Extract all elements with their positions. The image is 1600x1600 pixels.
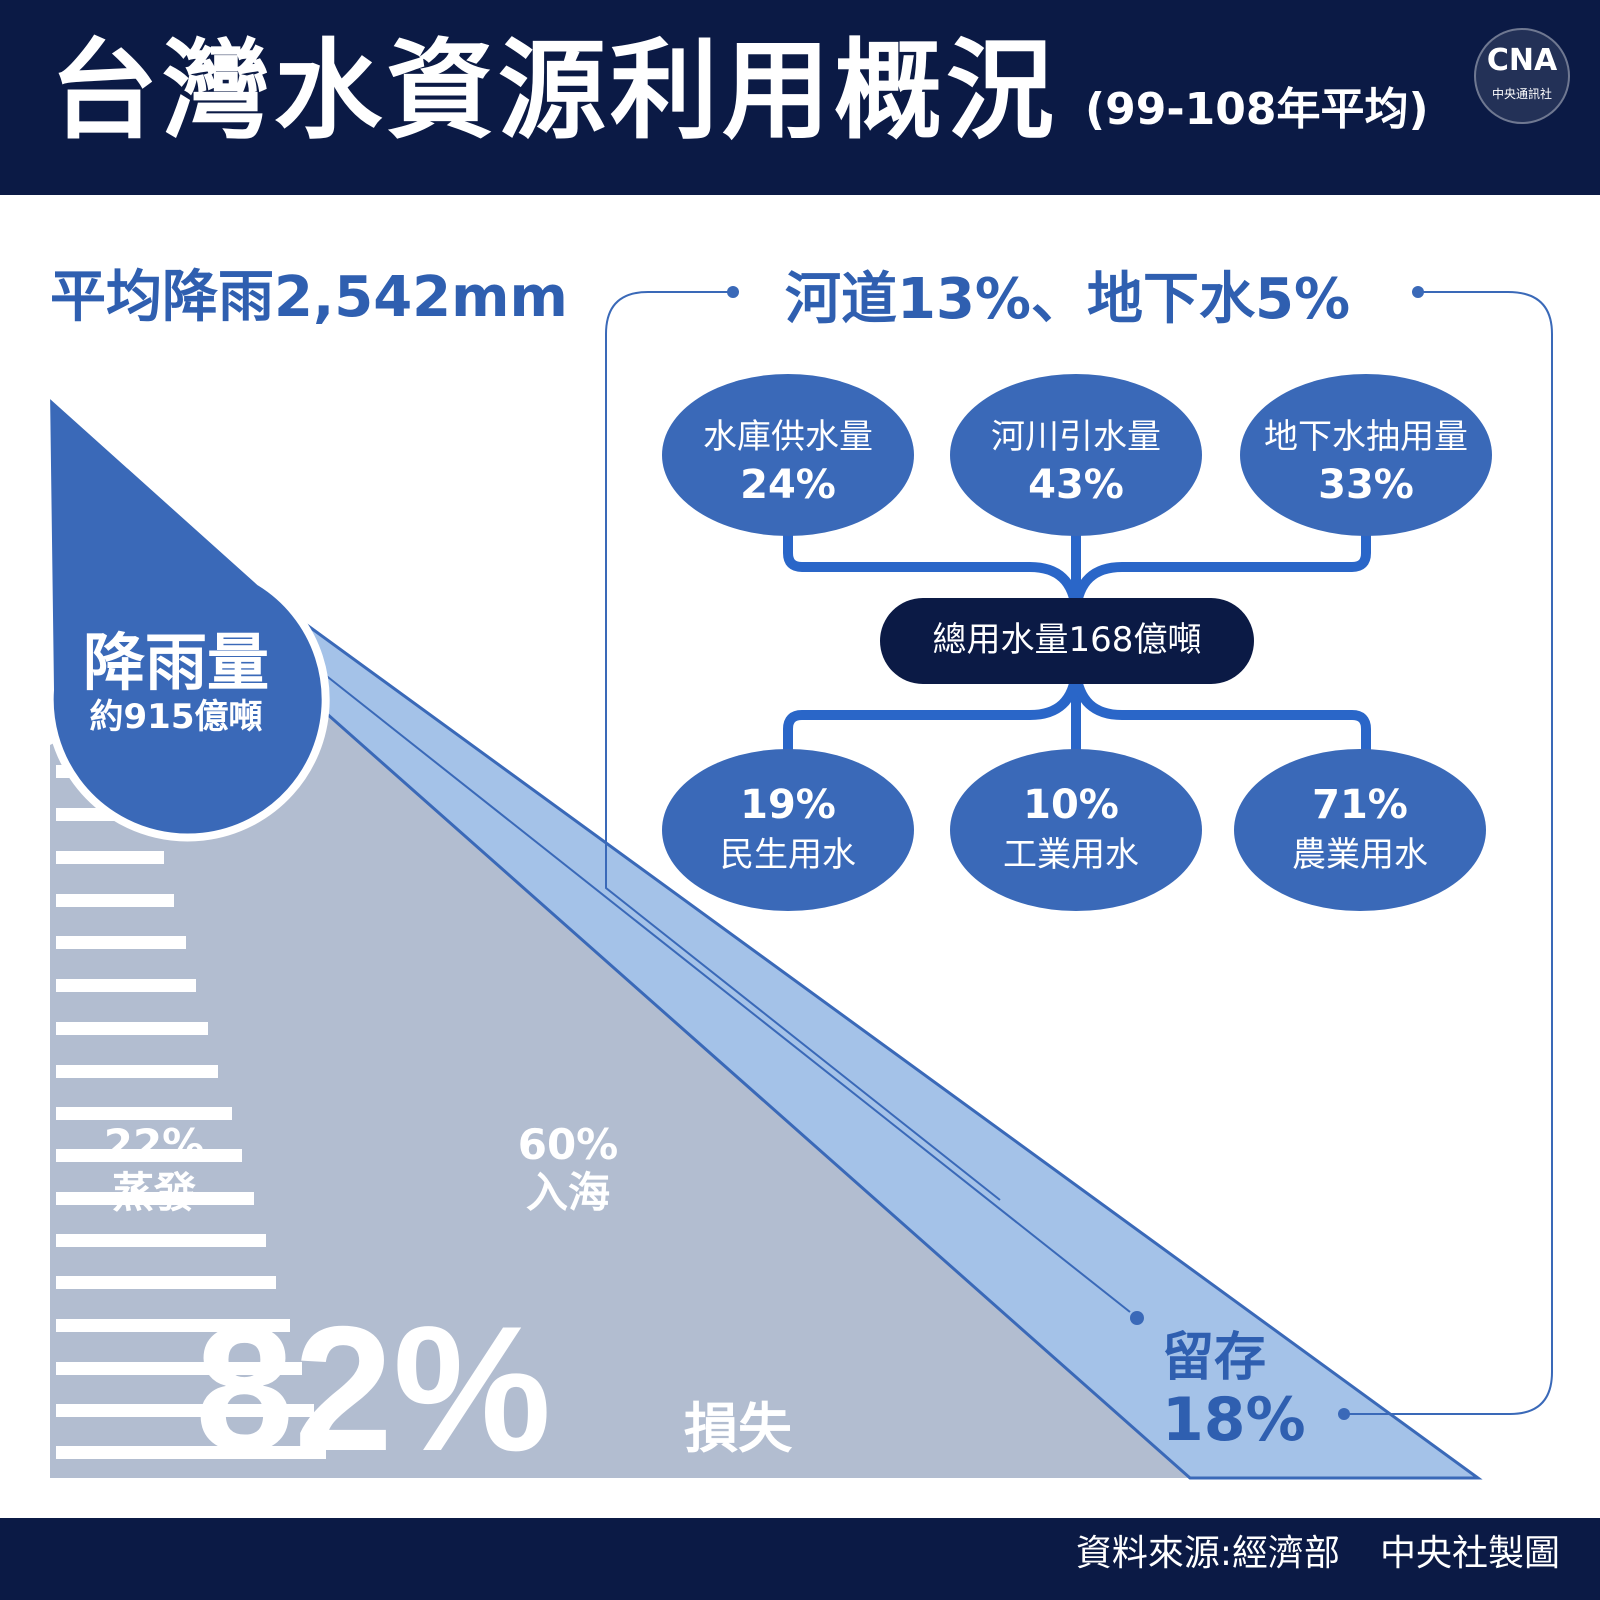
source-text: 資料來源:經濟部 xyxy=(1075,1533,1340,1574)
rain-drop-amount: 約915億噸 xyxy=(89,697,263,737)
usage-bracket xyxy=(605,291,1553,1415)
domestic-use-label: 民生用水 xyxy=(720,835,856,875)
to-sea-pct: 60% xyxy=(517,1120,619,1169)
page-subtitle: (99-108年平均) xyxy=(1085,84,1429,135)
total-loss-pct: 82% xyxy=(195,1289,552,1488)
reservoir-source-node xyxy=(662,374,914,536)
credit-text: 中央社製圖 xyxy=(1379,1533,1560,1574)
groundwater-source-label: 地下水抽用量 xyxy=(1264,417,1468,457)
logo-mark: CNA xyxy=(1486,43,1558,78)
to-sea-label: 入海 xyxy=(525,1168,611,1217)
rainfall-title: 平均降雨2,542mm xyxy=(50,265,568,330)
logo-text: 中央通訊社 xyxy=(1491,87,1552,101)
header-bar: 台灣水資源利用概況 (99-108年平均) CNA 中央通訊社 xyxy=(0,0,1600,195)
domestic-use-node xyxy=(662,749,914,911)
total-loss-label: 損失 xyxy=(684,1397,792,1460)
rain-drop-label: 降雨量 xyxy=(82,626,270,699)
retention-pct: 18% xyxy=(1162,1385,1306,1455)
retention-dot xyxy=(1130,1311,1144,1325)
usage-title: 河道13%、地下水5% xyxy=(785,267,1351,332)
groundwater-source-node xyxy=(1240,374,1492,536)
river-source-node xyxy=(950,374,1202,536)
evaporation-pct: 22% xyxy=(103,1120,205,1169)
river-source-label: 河川引水量 xyxy=(991,417,1161,457)
footer-credits: 資料來源:經濟部 中央社製圖 xyxy=(1076,1536,1560,1572)
bracket-dot-bottom xyxy=(1338,1408,1350,1420)
river-source-pct: 43% xyxy=(1028,462,1124,508)
retention-inner-line xyxy=(299,654,1131,1313)
reservoir-source-pct: 24% xyxy=(740,462,836,508)
agricultural-use-label: 農業用水 xyxy=(1292,835,1428,875)
retention-label: 留存 xyxy=(1162,1328,1267,1388)
industrial-use-pct: 10% xyxy=(1023,782,1119,828)
total-usage-pill xyxy=(880,598,1254,684)
rain-drop xyxy=(41,380,330,842)
industrial-use-label: 工業用水 xyxy=(1003,835,1139,875)
evaporation-label: 蒸發 xyxy=(111,1168,197,1217)
agricultural-use-pct: 71% xyxy=(1312,782,1408,828)
evaporation-stripes xyxy=(56,765,326,1459)
total-usage-label: 總用水量168億噸 xyxy=(932,620,1202,660)
cna-logo: CNA 中央通訊社 xyxy=(1474,28,1570,124)
agricultural-use-node xyxy=(1234,749,1486,911)
domestic-use-pct: 19% xyxy=(740,782,836,828)
loss-triangle xyxy=(50,620,1190,1478)
bracket-dot-left xyxy=(727,286,739,298)
groundwater-source-pct: 33% xyxy=(1318,462,1414,508)
industrial-use-node xyxy=(950,749,1202,911)
reservoir-source-label: 水庫供水量 xyxy=(703,417,873,457)
footer-bar: 資料來源:經濟部 中央社製圖 xyxy=(0,1518,1600,1600)
page-title: 台灣水資源利用概況 xyxy=(50,29,1059,154)
bracket-dot-right xyxy=(1412,286,1424,298)
connector-pipes xyxy=(783,525,1371,755)
